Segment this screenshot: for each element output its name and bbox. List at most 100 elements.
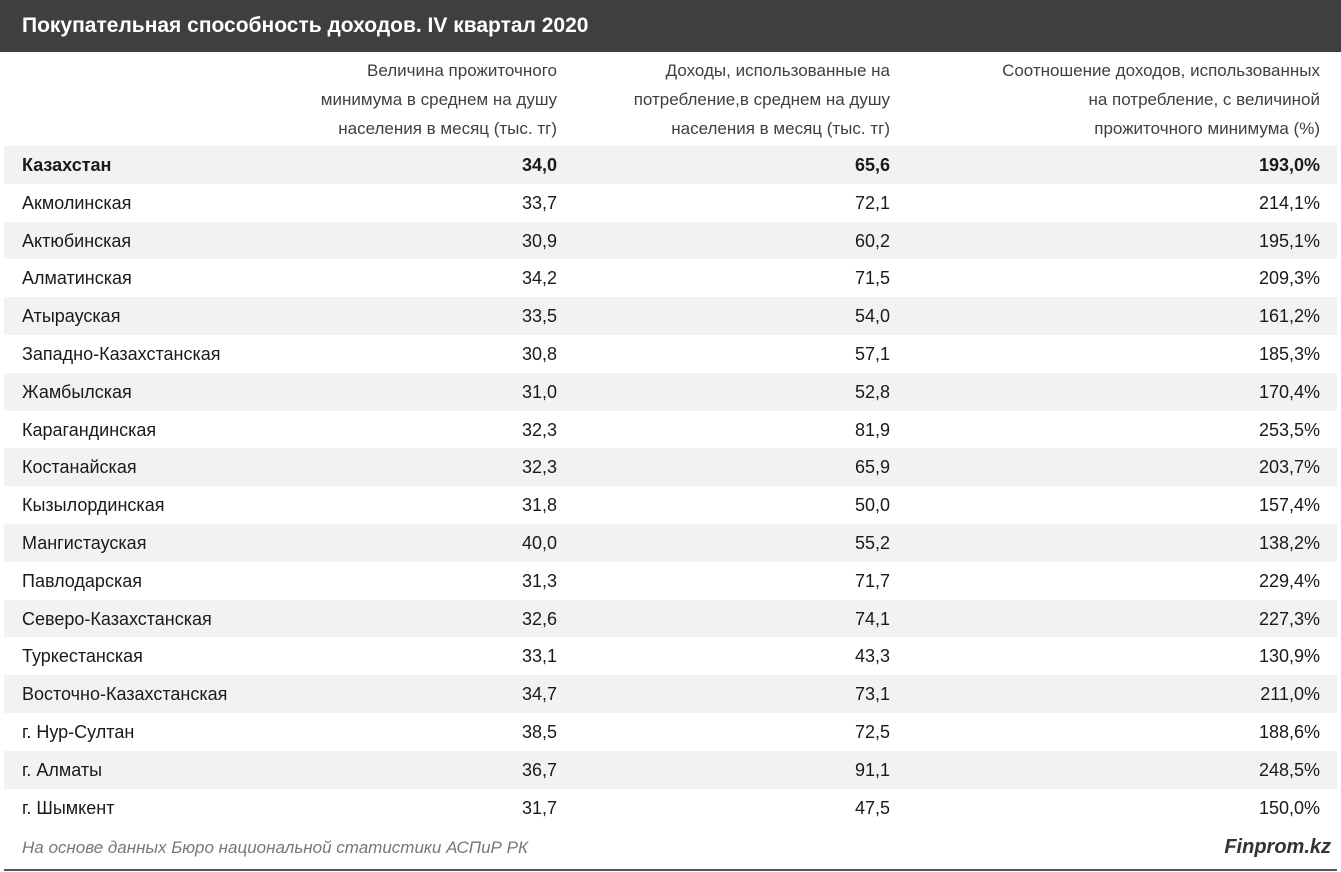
region-name: Северо-Казахстанская <box>22 608 212 629</box>
table-row <box>4 524 1337 562</box>
table-cell: 60,2 <box>854 230 890 251</box>
table-cell: 71,7 <box>854 570 890 591</box>
region-name: Казахстан <box>22 155 112 175</box>
table-cell: 138,2% <box>1258 533 1320 553</box>
table-row <box>4 599 1337 638</box>
table-row <box>4 372 1337 411</box>
table-cell: 31,8 <box>521 495 557 516</box>
table-cell: 34,7 <box>521 684 557 705</box>
table-cell: 32,3 <box>521 419 557 440</box>
column-header: Соотношение доходов, использованных <box>1002 61 1320 80</box>
table-row <box>4 221 1337 260</box>
region-name: г. Нур-Султан <box>22 722 135 742</box>
region-name: Алматинская <box>22 268 132 289</box>
region-name: Кызылординская <box>22 495 165 516</box>
table-cell: 150,0% <box>1258 797 1320 818</box>
table-cell: 185,3% <box>1258 344 1320 364</box>
table-cell: 54,0 <box>854 306 890 327</box>
table-row <box>4 486 1337 525</box>
table-row <box>4 146 1337 184</box>
table-cell: 211,0% <box>1260 684 1320 705</box>
table-cell: 30,8 <box>521 344 557 364</box>
brand: Finprom.kz <box>1224 836 1331 858</box>
table-cell: 33,7 <box>521 192 557 213</box>
region-name: г. Алматы <box>22 759 103 780</box>
table-row <box>4 297 1337 336</box>
table-cell: 91,1 <box>854 759 890 780</box>
table-cell: 36,7 <box>521 759 557 780</box>
table-cell: 81,9 <box>854 419 890 440</box>
table-cell: 31,3 <box>521 570 557 591</box>
region-name: Акмолинская <box>22 192 132 213</box>
table-cell: 65,9 <box>854 457 890 478</box>
region-name: Атырауская <box>22 306 121 327</box>
column-header: потребление,в среднем на душу <box>633 90 890 109</box>
table-cell: 253,5% <box>1258 419 1320 440</box>
table-cell: 32,3 <box>521 457 557 478</box>
source-note: На основе данных Бюро национальной стати… <box>22 838 528 857</box>
table-cell: 130,9% <box>1258 646 1320 667</box>
table-cell: 170,4% <box>1258 381 1320 402</box>
region-name: Карагандинская <box>22 419 157 440</box>
table-cell: 34,0 <box>521 155 557 175</box>
table-cell: 40,0 <box>521 533 557 553</box>
table-row <box>4 675 1337 714</box>
table-cell: 157,4% <box>1258 495 1320 516</box>
region-name: Туркестанская <box>22 646 143 667</box>
table-row <box>4 788 1337 827</box>
table-cell: 73,1 <box>854 684 890 705</box>
region-name: Павлодарская <box>22 570 142 591</box>
table-cell: 50,0 <box>854 495 890 516</box>
table-cell: 248,5% <box>1258 759 1320 780</box>
table-cell: 193,0% <box>1258 155 1320 175</box>
region-name: Восточно-Казахстанская <box>22 684 228 705</box>
table-row <box>4 713 1337 751</box>
table-cell: 214,1% <box>1258 192 1320 213</box>
title: Покупательная способность доходов. IV кв… <box>22 14 589 37</box>
table-cell: 31,7 <box>521 797 557 818</box>
table-cell: 52,8 <box>854 381 890 402</box>
table-row <box>4 750 1337 789</box>
table-cell: 161,2% <box>1258 306 1320 327</box>
table-row <box>4 561 1337 600</box>
table-cell: 32,6 <box>521 608 557 629</box>
table-cell: 33,1 <box>521 646 557 667</box>
table-cell: 227,3% <box>1258 608 1320 629</box>
table-cell: 71,5 <box>854 268 890 289</box>
table-cell: 72,5 <box>854 722 890 742</box>
region-name: Костанайская <box>22 457 137 478</box>
table-cell: 30,9 <box>521 230 557 251</box>
table-cell: 43,3 <box>854 646 890 667</box>
region-name: Актюбинская <box>22 230 132 251</box>
column-header: населения в месяц (тыс. тг) <box>338 119 557 138</box>
region-name: Мангистауская <box>22 533 147 553</box>
table-row <box>4 410 1337 449</box>
region-name: Западно-Казахстанская <box>22 344 221 364</box>
table-row <box>4 259 1337 298</box>
table-row <box>4 637 1337 676</box>
table-cell: 65,6 <box>854 155 890 175</box>
table-cell: 188,6% <box>1258 722 1320 742</box>
column-header: Доходы, использованные на <box>665 61 890 80</box>
table-cell: 38,5 <box>521 722 557 742</box>
table-cell: 195,1% <box>1258 230 1320 251</box>
table-cell: 209,3% <box>1258 268 1320 289</box>
column-header: Величина прожиточного <box>366 61 557 80</box>
column-header: минимума в среднем на душу <box>320 90 557 109</box>
table-cell: 31,0 <box>521 381 557 402</box>
region-name: г. Шымкент <box>22 797 115 818</box>
table-row <box>4 335 1337 373</box>
table-cell: 55,2 <box>854 533 890 553</box>
column-header: населения в месяц (тыс. тг) <box>671 119 890 138</box>
table-cell: 57,1 <box>854 344 890 364</box>
table-cell: 74,1 <box>854 608 890 629</box>
bottom-rule <box>4 869 1337 871</box>
region-name: Жамбылская <box>22 381 132 402</box>
column-header: прожиточного минимума (%) <box>1094 119 1320 138</box>
table-row <box>4 448 1337 487</box>
table-cell: 72,1 <box>854 192 890 213</box>
table-cell: 47,5 <box>854 797 890 818</box>
table-row <box>4 183 1337 222</box>
table-cell: 229,4% <box>1258 570 1320 591</box>
